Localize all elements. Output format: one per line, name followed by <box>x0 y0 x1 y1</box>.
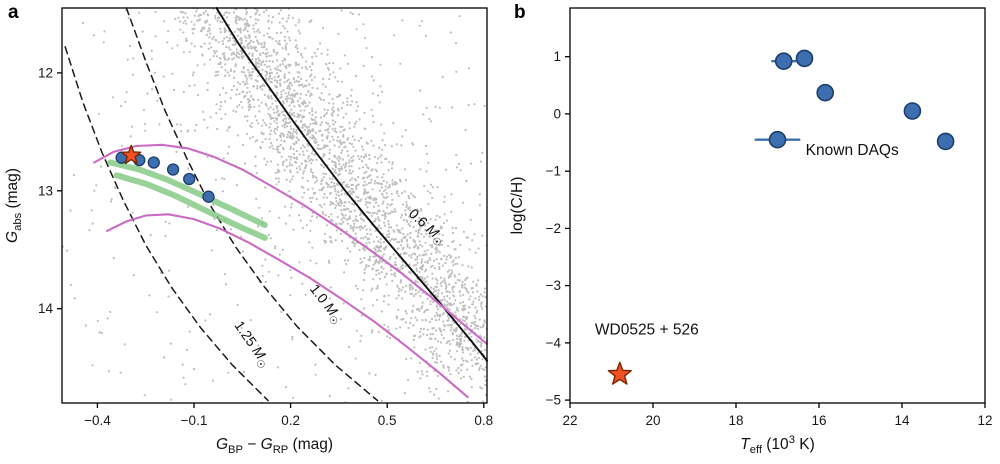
x-tick-label: 0.2 <box>281 413 300 428</box>
x-tick-label: 18 <box>728 413 743 428</box>
background-scatter-points <box>61 6 489 404</box>
track-1p0-msun <box>125 7 379 402</box>
star-marker <box>607 361 632 385</box>
daq-point <box>816 83 835 102</box>
daq-point <box>795 49 814 68</box>
magenta-track-lower <box>106 213 469 399</box>
mass-label: 1.0 M☉ <box>304 281 347 328</box>
x-tick-label: 12 <box>977 413 992 428</box>
daq-point <box>774 52 793 71</box>
annotation-text: Known DAQs <box>806 142 899 159</box>
green-track-2 <box>113 172 268 241</box>
y-tick-label: 12 <box>38 65 53 80</box>
panel-a-letter: a <box>8 2 19 23</box>
annotation-text: WD0525 + 526 <box>595 321 699 338</box>
x-tick-label: −0.4 <box>84 413 111 428</box>
x-axis-label: Teff (103 K) <box>740 434 814 456</box>
y-tick-label: −2 <box>546 221 561 236</box>
daq-point <box>768 130 787 149</box>
daq-point <box>903 102 922 120</box>
x-tick-label: 16 <box>811 413 826 428</box>
daq-point <box>936 132 955 151</box>
magenta-track-upper <box>93 143 489 346</box>
mass-label: 1.25 M☉ <box>228 318 274 372</box>
x-tick-label: 20 <box>645 413 660 428</box>
plot-frame <box>61 7 488 404</box>
track-0p6-msun <box>215 7 488 362</box>
y-tick-label: −3 <box>546 278 561 293</box>
x-axis-label: GBP − GRP (mag) <box>216 436 333 456</box>
y-tick-label: 14 <box>38 301 54 316</box>
x-tick-label: 22 <box>562 413 577 428</box>
star-marker <box>121 144 142 165</box>
y-tick-label: 0 <box>553 106 561 121</box>
panel-b-letter: b <box>514 2 526 23</box>
daq-point <box>147 156 160 169</box>
plot-frame <box>569 7 986 404</box>
y-tick-label: −1 <box>546 164 561 179</box>
x-tick-label: −0.1 <box>181 413 208 428</box>
daq-point <box>166 163 180 176</box>
y-axis-label: Gabs (mag) <box>4 168 24 243</box>
green-track-1 <box>107 159 268 228</box>
cmd-diagram-panel: 0.6 M☉1.0 M☉1.25 M☉−0.4 −0.1 0.2 0.5 0.81213… <box>4 6 493 456</box>
x-tick-label: 14 <box>894 413 910 428</box>
y-tick-label: 1 <box>553 49 561 64</box>
y-tick-label: −4 <box>546 335 562 350</box>
x-tick-label: 0.5 <box>378 413 397 428</box>
y-axis-label: log(C/H) <box>509 177 526 235</box>
daq-point <box>183 172 196 186</box>
x-tick-label: 0.8 <box>474 413 493 428</box>
daq-point <box>202 190 215 203</box>
track-1p25-msun <box>64 46 269 402</box>
y-tick-label: 13 <box>38 183 53 198</box>
y-tick-label: −5 <box>546 393 561 408</box>
